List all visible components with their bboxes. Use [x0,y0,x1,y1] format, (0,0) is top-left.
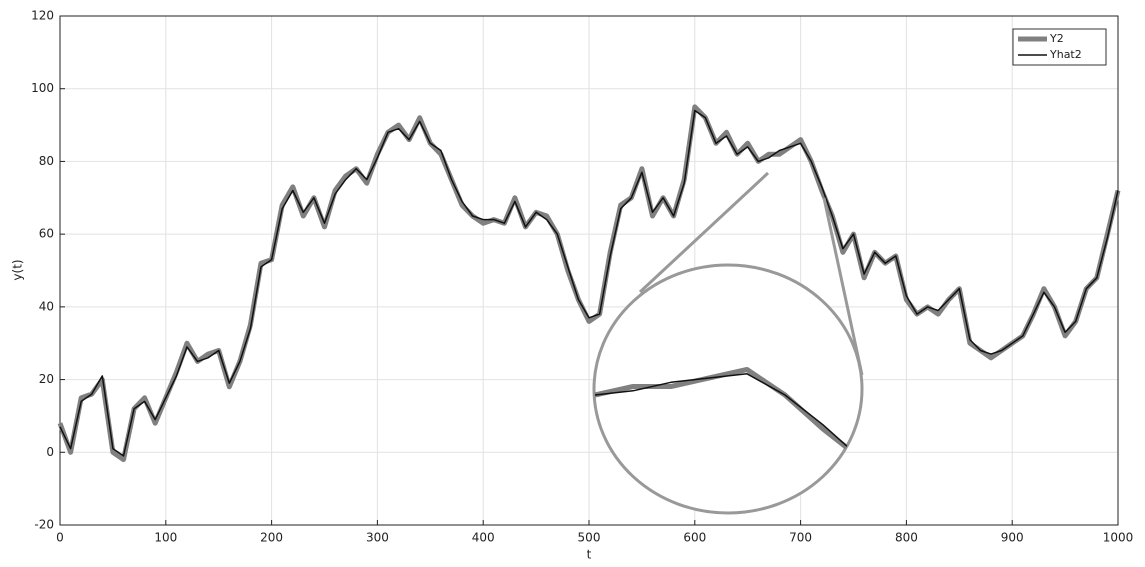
y-tick-label: 100 [31,81,54,95]
x-tick-label: 400 [472,531,495,545]
zoom-lens [592,263,864,515]
x-tick-label: 200 [260,531,283,545]
y-tick-label: 60 [39,227,54,241]
x-tick-label: 600 [683,531,706,545]
x-tick-label: 100 [154,531,177,545]
series-line [594,373,862,460]
x-tick-label: 1000 [1103,531,1134,545]
legend-label: Y2 [1049,32,1064,45]
y-tick-label: 120 [31,9,54,23]
legend-box [1012,28,1107,66]
zoom-connector [822,197,864,376]
y-tick-label: 40 [39,299,54,313]
y-tick-label: -20 [34,518,54,532]
y-tick-label: 80 [39,154,54,168]
x-tick-label: 800 [895,531,918,545]
x-tick-label: 300 [366,531,389,545]
y-tick-label: 20 [39,372,54,386]
x-tick-label: 700 [789,531,812,545]
series-line [594,367,862,461]
series-line [59,109,1119,457]
legend-label: Yhat2 [1049,48,1082,61]
x-axis-label: t [587,548,592,562]
x-tick-label: 500 [578,531,601,545]
x-tick-label: 0 [56,531,64,545]
y-tick-label: 0 [46,445,54,459]
y-axis-label: y(t) [11,259,25,280]
zoom-content [594,367,862,461]
zoom-connector [638,171,770,294]
x-tick-label: 900 [1001,531,1024,545]
